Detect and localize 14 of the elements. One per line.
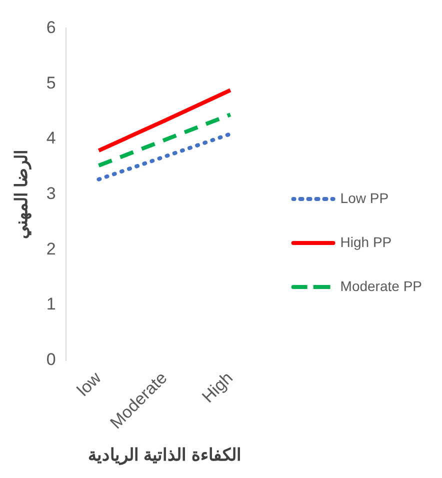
legend-label: Low PP (340, 190, 389, 206)
y-tick-label: 2 (46, 239, 56, 258)
x-tick-label: low (73, 368, 106, 400)
y-tick-label: 1 (46, 294, 56, 314)
y-tick-label: 4 (46, 128, 56, 148)
y-tick-label: 0 (46, 350, 56, 370)
x-axis-title: الكفاءة الذاتية الريادية (88, 445, 242, 466)
y-tick-label: 5 (46, 73, 56, 92)
legend-label: Moderate PP (340, 278, 422, 294)
legend-label: High PP (340, 234, 392, 250)
x-tick-label: High (198, 368, 237, 406)
y-axis-title: الرضا المهني (12, 149, 32, 240)
y-tick-label: 3 (46, 184, 56, 203)
y-tick-label: 6 (46, 18, 56, 37)
